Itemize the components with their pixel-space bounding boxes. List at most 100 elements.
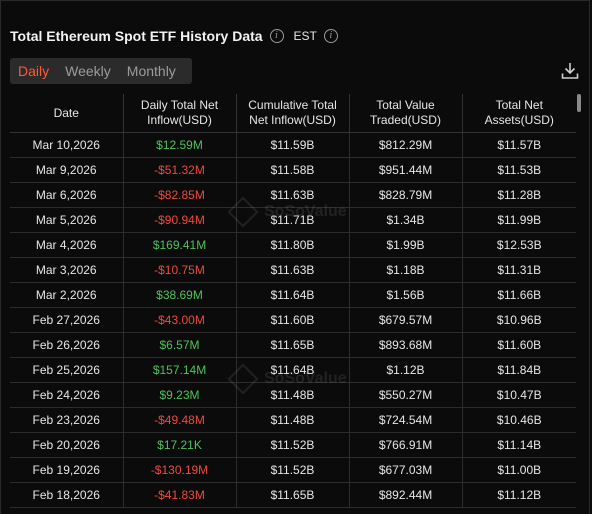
net-assets-cell: $11.84B <box>462 357 576 383</box>
info-icon[interactable]: i <box>269 29 284 43</box>
cumulative-inflow-cell: $11.63B <box>236 182 350 208</box>
table-header-row: Date Daily Total Net Inflow(USD) Cumulative… <box>10 94 576 133</box>
date-cell: Feb 23,2026 <box>10 407 124 433</box>
timezone-label: EST <box>293 29 317 43</box>
table-row[interactable]: Feb 23,2026 -$49.48M $11.48B $724.54M $10.46… <box>10 407 576 433</box>
table-row[interactable]: Feb 24,2026 $9.23M $11.48B $550.27M $10.47B <box>10 382 576 408</box>
date-cell: Mar 5,2026 <box>10 207 124 233</box>
column-header-text: Daily Total Net <box>140 98 219 112</box>
net-assets-cell: $11.60B <box>462 332 576 358</box>
cumulative-inflow-cell: $11.71B <box>236 207 350 233</box>
table-row[interactable]: Mar 3,2026 -$10.75M $11.63B $1.18B $11.31B <box>10 257 576 283</box>
column-header: Total Net Assets(USD) <box>462 94 576 133</box>
date-cell: Mar 10,2026 <box>10 132 124 158</box>
download-icon[interactable] <box>560 61 580 81</box>
value-traded-cell: $951.44M <box>349 157 463 183</box>
cumulative-inflow-cell: $11.63B <box>236 257 350 283</box>
value-traded-cell: $828.79M <box>349 182 463 208</box>
daily-inflow-cell: -$82.85M <box>123 182 237 208</box>
cumulative-inflow-cell: $11.80B <box>236 232 350 258</box>
value-traded-cell: $1.12B <box>349 357 463 383</box>
value-traded-cell: $724.54M <box>349 407 463 433</box>
daily-inflow-cell: -$43.00M <box>123 307 237 333</box>
daily-inflow-cell: -$90.94M <box>123 207 237 233</box>
daily-inflow-cell: $169.41M <box>123 232 237 258</box>
date-cell: Mar 6,2026 <box>10 182 124 208</box>
date-cell: Mar 4,2026 <box>10 232 124 258</box>
tab-daily[interactable]: Daily <box>18 63 50 79</box>
net-assets-cell: $11.00B <box>462 457 576 483</box>
panel-header: Total Ethereum Spot ETF History Data i E… <box>10 27 338 45</box>
net-assets-cell: $12.53B <box>462 232 576 258</box>
table-row[interactable]: Feb 27,2026 -$43.00M $11.60B $679.57M $10.96… <box>10 307 576 333</box>
table-row[interactable]: Mar 6,2026 -$82.85M $11.63B $828.79M $11.28B <box>10 182 576 208</box>
info-icon[interactable]: i <box>323 29 338 43</box>
net-assets-cell: $10.96B <box>462 307 576 333</box>
value-traded-cell: $1.18B <box>349 257 463 283</box>
net-assets-cell: $11.12B <box>462 482 576 508</box>
etf-history-table: Date Daily Total Net Inflow(USD) Cumulative… <box>10 94 576 514</box>
daily-inflow-cell: $9.23M <box>123 382 237 408</box>
cumulative-inflow-cell: $11.52B <box>236 432 350 458</box>
cumulative-inflow-cell: $11.48B <box>236 407 350 433</box>
column-header: Date <box>10 94 124 133</box>
table-row[interactable]: Mar 4,2026 $169.41M $11.80B $1.99B $12.53B <box>10 232 576 258</box>
date-cell: Feb 20,2026 <box>10 432 124 458</box>
table-row[interactable]: Feb 19,2026 -$130.19M $11.52B $677.03M $11.0… <box>10 457 576 483</box>
table-scrollbar[interactable] <box>577 94 581 112</box>
daily-inflow-cell: $12.59M <box>123 132 237 158</box>
date-cell: Feb 25,2026 <box>10 357 124 383</box>
column-header-text: Total Net <box>495 98 543 112</box>
date-cell: Mar 3,2026 <box>10 257 124 283</box>
daily-inflow-cell: -$49.48M <box>123 407 237 433</box>
date-cell: Feb 18,2026 <box>10 482 124 508</box>
tab-weekly[interactable]: Weekly <box>65 63 111 79</box>
daily-inflow-cell: -$130.19M <box>123 457 237 483</box>
table-row[interactable]: Mar 2,2026 $38.69M $11.64B $1.56B $11.66B <box>10 282 576 308</box>
cumulative-inflow-cell: $11.52B <box>236 457 350 483</box>
tab-monthly[interactable]: Monthly <box>126 63 176 79</box>
value-traded-cell: $677.03M <box>349 457 463 483</box>
cumulative-inflow-cell: $11.65B <box>236 482 350 508</box>
column-header-text: Inflow(USD) <box>147 113 212 127</box>
value-traded-cell: $1.99B <box>349 232 463 258</box>
table-row[interactable]: Feb 20,2026 $17.21K $11.52B $766.91M $11.14B <box>10 432 576 458</box>
column-header-text: Total Value <box>376 98 435 112</box>
value-traded-cell: $679.57M <box>349 307 463 333</box>
value-traded-cell: $1.56B <box>349 282 463 308</box>
column-header: Daily Total Net Inflow(USD) <box>123 94 237 133</box>
net-assets-cell: $10.47B <box>462 382 576 408</box>
net-assets-cell: $10.46B <box>462 407 576 433</box>
cumulative-inflow-cell: $11.48B <box>236 382 350 408</box>
date-cell: Feb 19,2026 <box>10 457 124 483</box>
daily-inflow-cell: $38.69M <box>123 282 237 308</box>
daily-inflow-cell: $157.14M <box>123 357 237 383</box>
table-row[interactable]: Mar 5,2026 -$90.94M $11.71B $1.34B $11.99B <box>10 207 576 233</box>
column-header-text: Assets(USD) <box>484 113 554 127</box>
table-row[interactable]: Feb 18,2026 -$41.83M $11.65B $892.44M $11.12… <box>10 482 576 508</box>
period-tabs: Daily Weekly Monthly <box>10 58 192 84</box>
net-assets-cell: $11.53B <box>462 157 576 183</box>
column-header-text: Net Inflow(USD) <box>249 113 336 127</box>
cumulative-inflow-cell: $11.64B <box>236 357 350 383</box>
table-row[interactable]: Feb 26,2026 $6.57M $11.65B $893.68M $11.60B <box>10 332 576 358</box>
table-row[interactable]: Feb 25,2026 $157.14M $11.64B $1.12B $11.84B <box>10 357 576 383</box>
cumulative-inflow-cell: $11.60B <box>236 307 350 333</box>
daily-inflow-cell: -$41.83M <box>123 482 237 508</box>
daily-inflow-cell: $17.21K <box>123 432 237 458</box>
table-row[interactable]: Mar 9,2026 -$51.32M $11.58B $951.44M $11.53B <box>10 157 576 183</box>
cumulative-inflow-cell: $11.58B <box>236 157 350 183</box>
date-cell: Feb 24,2026 <box>10 382 124 408</box>
column-header-text: Traded(USD) <box>370 113 441 127</box>
date-cell: Feb 27,2026 <box>10 307 124 333</box>
daily-inflow-cell: -$10.75M <box>123 257 237 283</box>
column-header: Total Value Traded(USD) <box>349 94 463 133</box>
page-title: Total Ethereum Spot ETF History Data <box>10 28 263 44</box>
net-assets-cell: $11.66B <box>462 282 576 308</box>
cumulative-inflow-cell: $11.64B <box>236 282 350 308</box>
net-assets-cell: $11.14B <box>462 432 576 458</box>
net-assets-cell: $11.31B <box>462 257 576 283</box>
date-cell: Mar 2,2026 <box>10 282 124 308</box>
net-assets-cell: $11.28B <box>462 182 576 208</box>
table-row[interactable]: Mar 10,2026 $12.59M $11.59B $812.29M $11.57B <box>10 132 576 158</box>
